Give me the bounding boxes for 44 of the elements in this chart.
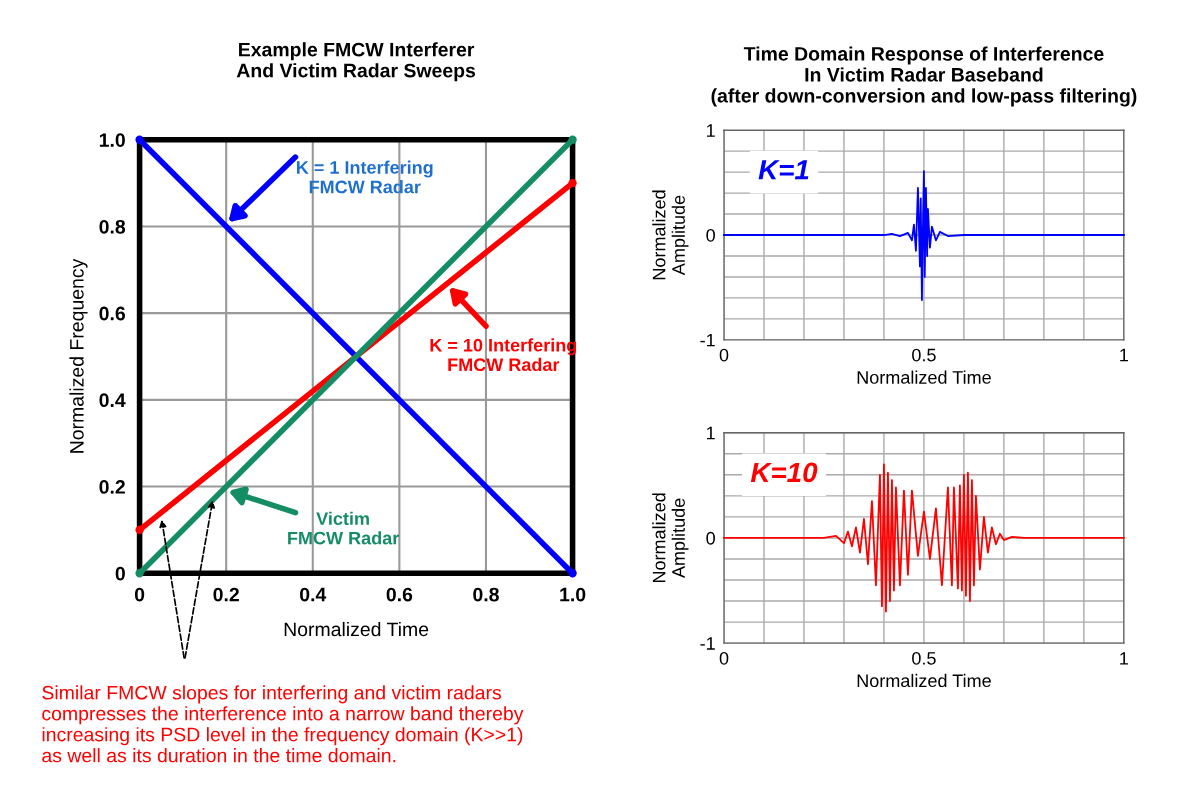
x-tick-label: 0.6 [386, 587, 413, 602]
x-axis-title: Normalized Time [857, 370, 991, 384]
x-axis-title: Normalized Time [284, 621, 429, 637]
x-tick-label: 0.8 [473, 587, 499, 602]
text: Similar FMCW slopes for interfering and victim radars compresses the interference into a narrow band thereby increasing its PSD level in the frequency domain (K>>1) as well as its duration in the time domain. [42, 685, 524, 763]
x-tick-label: 1 [1120, 348, 1128, 362]
y-tick-label: 0.4 [99, 393, 126, 408]
point [568, 569, 577, 578]
y-tick-label: 0.2 [99, 480, 125, 494]
y-tick-label: 1 [707, 426, 715, 440]
point [135, 135, 144, 144]
line-series [723, 463, 1125, 613]
y-tick-label: -1 [700, 637, 715, 650]
x-tick-label: 0.4 [300, 587, 327, 602]
annotation: K=1 [758, 160, 809, 180]
y-tick-label: 0 [706, 228, 715, 242]
x-tick-label: 0 [719, 651, 729, 665]
chart-title: Example FMCW Interferer And Victim Radar Sweeps [236, 42, 476, 82]
point [568, 178, 577, 188]
point [135, 569, 144, 578]
x-tick-label: 0.5 [912, 651, 936, 665]
x-tick-label: 0 [134, 587, 145, 602]
annotation: K=10 [750, 462, 818, 483]
annotation: K = 1 Interfering FMCW Radar [296, 160, 433, 194]
x-axis-title: Normalized Time [857, 673, 991, 688]
x-tick-label: 0 [719, 348, 729, 362]
y-axis-title: Normalized Amplitude [652, 190, 689, 280]
y-tick-label: 0.8 [99, 219, 126, 234]
y-tick-label: 1 [707, 124, 715, 137]
y-axis-title: Normalized Amplitude [652, 493, 689, 583]
y-axis-title: Normalized Frequency [69, 258, 88, 453]
x-tick-label: 1.0 [560, 587, 586, 602]
point [568, 135, 577, 144]
y-tick-label: 0 [115, 566, 125, 581]
y-tick-label: -1 [700, 333, 715, 347]
x-tick-label: 0.5 [912, 348, 936, 362]
y-tick-label: 0 [706, 531, 715, 545]
annotation: Victim FMCW Radar [288, 511, 399, 545]
x-tick-label: 1 [1120, 652, 1128, 665]
x-tick-label: 0.2 [213, 587, 239, 602]
point [135, 525, 144, 535]
y-tick-label: 0.6 [99, 306, 125, 321]
y-tick-label: 1.0 [99, 133, 125, 147]
chart-title: Time Domain Response of Interference In Victim Radar Baseband (after down-conversion and low-pass filtering) [711, 46, 1137, 107]
